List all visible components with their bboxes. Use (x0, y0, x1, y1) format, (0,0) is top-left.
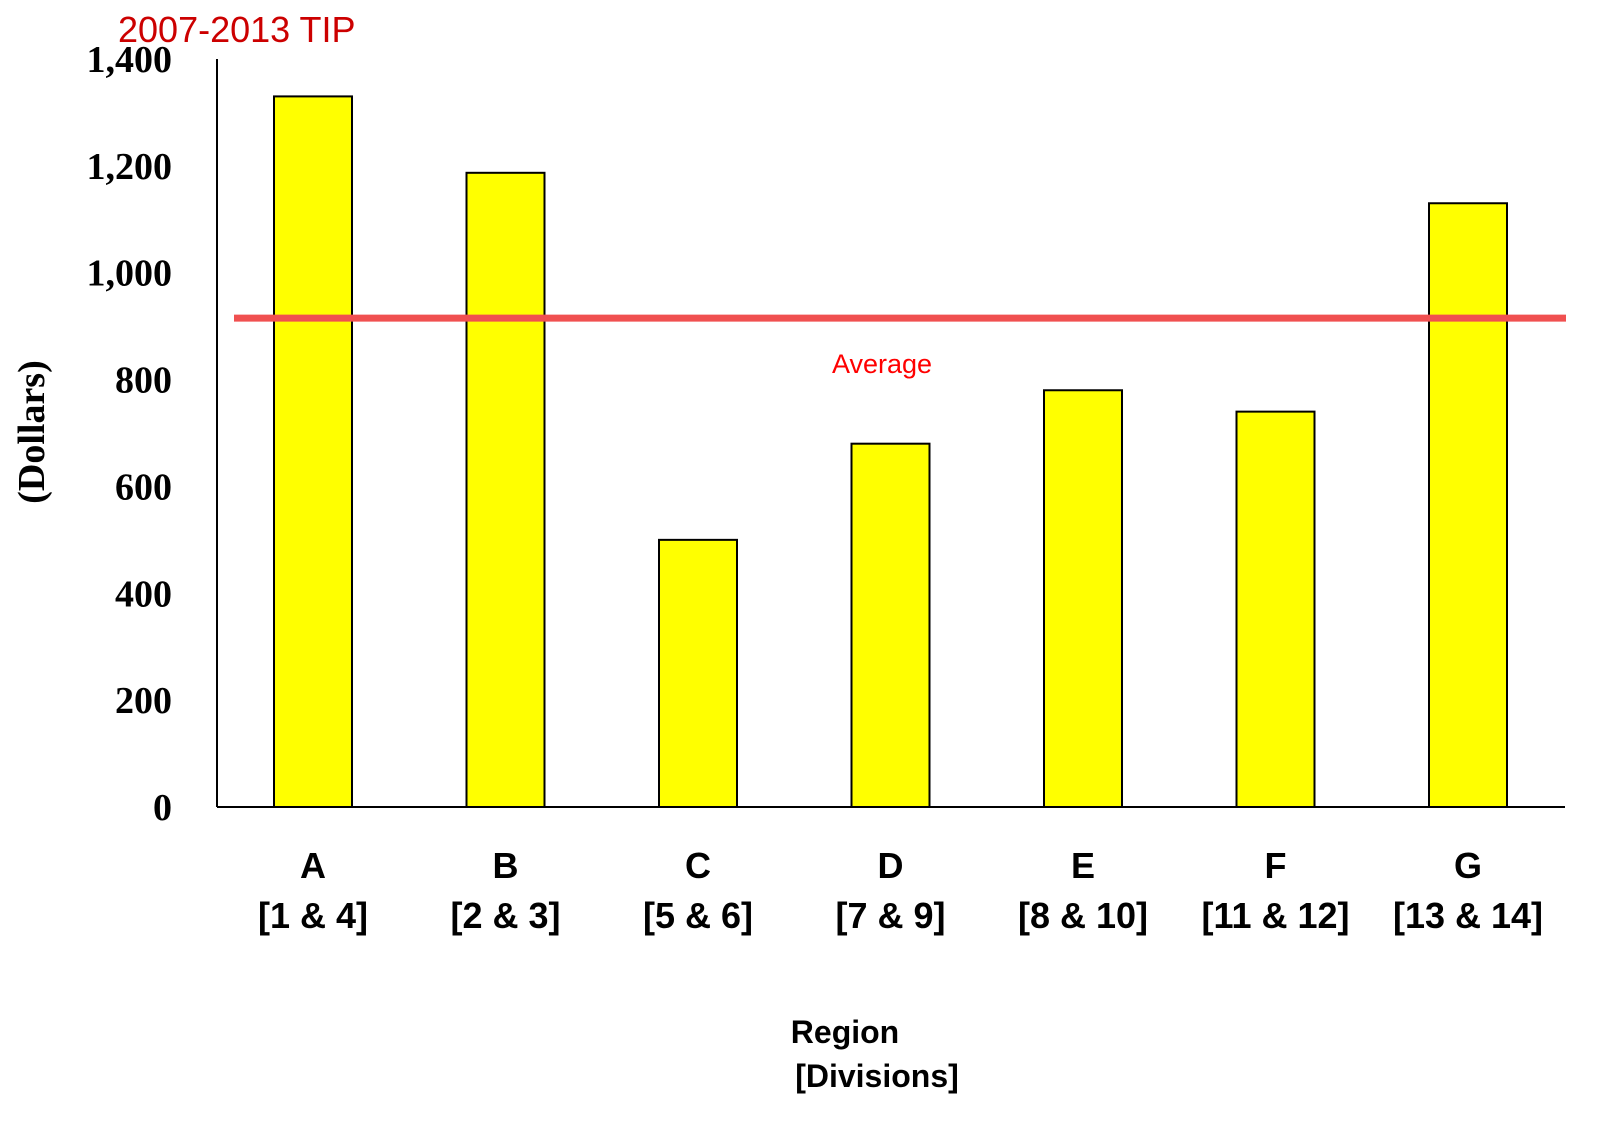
bar-G (1428, 202, 1508, 808)
x-tick-label: C (685, 845, 711, 886)
x-axis-category-labels: A [1 & 4] B [2 & 3] C [5 & 6] D [7 & 9] E [8 & 10… (258, 845, 1543, 936)
x-tick-label: D (878, 845, 904, 886)
x-tick-sublabel: [8 & 10] (1018, 895, 1148, 936)
y-axis-label: (Dollars) (11, 360, 53, 504)
x-tick-label: F (1265, 845, 1287, 886)
x-tick-sublabel: [11 & 12] (1201, 895, 1349, 936)
chart-title: 2007-2013 TIP (118, 9, 356, 50)
bars-group (273, 95, 1508, 808)
y-tick-label: 800 (115, 360, 172, 402)
y-tick-label: 200 (115, 680, 172, 722)
bar-E (1043, 389, 1123, 808)
axes (216, 59, 1565, 808)
average-label: Average (832, 349, 932, 379)
x-tick-sublabel: [5 & 6] (643, 895, 753, 936)
x-tick-label: G (1454, 845, 1482, 886)
y-axis-ticks: 0 200 400 600 800 1,000 1,200 1,400 (87, 39, 173, 829)
y-tick-label: 0 (153, 787, 172, 829)
x-tick-sublabel: [2 & 3] (450, 895, 560, 936)
y-tick-label: 1,000 (87, 253, 173, 295)
x-tick-sublabel: [1 & 4] (258, 895, 368, 936)
x-tick-sublabel: [13 & 14] (1393, 895, 1543, 936)
x-axis-label-line-1: Region (791, 1014, 899, 1050)
x-tick-label: A (300, 845, 326, 886)
y-tick-label: 1,200 (87, 146, 173, 188)
x-tick-label: E (1071, 845, 1095, 886)
bar-A (273, 95, 353, 808)
bar-D (850, 442, 931, 808)
bar-B (465, 171, 546, 808)
average-group: Average (234, 314, 1566, 379)
x-axis-label-line-2: [Divisions] (795, 1058, 959, 1094)
y-tick-label: 400 (115, 573, 172, 615)
bar-C (658, 538, 738, 808)
x-tick-label: B (493, 845, 519, 886)
y-tick-label: 1,400 (87, 39, 173, 81)
bar-F (1235, 410, 1316, 808)
x-tick-sublabel: [7 & 9] (835, 895, 945, 936)
y-tick-label: 600 (115, 466, 172, 508)
